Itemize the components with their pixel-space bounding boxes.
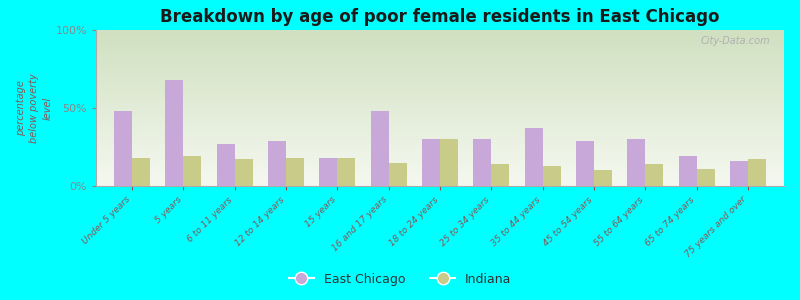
Bar — [440, 139, 458, 186]
Bar — [286, 158, 304, 186]
Bar — [217, 144, 234, 186]
Bar — [370, 111, 389, 186]
Bar — [422, 139, 440, 186]
Bar — [319, 158, 338, 186]
Bar — [338, 158, 355, 186]
Bar — [234, 160, 253, 186]
Bar — [389, 163, 406, 186]
Bar — [525, 128, 542, 186]
Bar — [268, 141, 286, 186]
Text: City-Data.com: City-Data.com — [701, 36, 770, 46]
Bar — [594, 170, 612, 186]
Bar — [576, 141, 594, 186]
Legend: East Chicago, Indiana: East Chicago, Indiana — [283, 268, 517, 291]
Bar — [627, 139, 646, 186]
Bar — [678, 156, 697, 186]
Bar — [166, 80, 183, 186]
Y-axis label: percentage
below poverty
level: percentage below poverty level — [16, 73, 53, 143]
Title: Breakdown by age of poor female residents in East Chicago: Breakdown by age of poor female resident… — [160, 8, 720, 26]
Bar — [474, 139, 491, 186]
Bar — [646, 164, 663, 186]
Bar — [114, 111, 132, 186]
Bar — [183, 156, 202, 186]
Bar — [542, 166, 561, 186]
Bar — [748, 160, 766, 186]
Bar — [697, 169, 714, 186]
Bar — [132, 158, 150, 186]
Bar — [730, 161, 748, 186]
Bar — [491, 164, 510, 186]
